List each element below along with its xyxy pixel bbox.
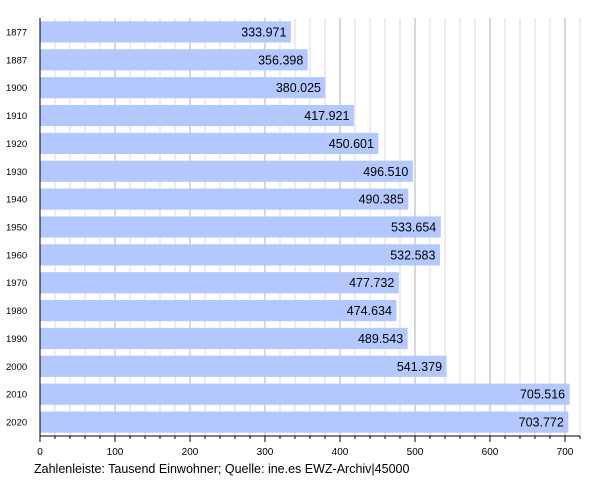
category-label-1887: 1887 xyxy=(6,55,27,66)
x-tick-label-300: 300 xyxy=(257,447,274,458)
data-label-1877: 333.971 xyxy=(241,25,286,39)
data-label-1950: 533.654 xyxy=(391,221,436,235)
axes: 1877 1887 1900 1910 1920 1930 1940 1950 1960 1970… xyxy=(6,18,581,458)
data-label-1920: 450.601 xyxy=(329,137,374,151)
bar-1930 xyxy=(40,160,413,182)
data-label-2000: 541.379 xyxy=(397,360,442,374)
category-label-1950: 1950 xyxy=(6,223,27,234)
category-label-1920: 1920 xyxy=(6,139,27,150)
category-label-1910: 1910 xyxy=(6,111,27,122)
bars xyxy=(40,21,570,433)
x-tick-label-100: 100 xyxy=(107,447,124,458)
category-label-2020: 2020 xyxy=(6,418,27,429)
data-label-1960: 532.583 xyxy=(390,248,435,262)
category-label-2000: 2000 xyxy=(6,362,27,373)
category-label-1930: 1930 xyxy=(6,167,27,178)
category-label-1900: 1900 xyxy=(6,83,27,94)
bar-1980 xyxy=(40,300,397,322)
data-label-1900: 380.025 xyxy=(276,81,321,95)
category-label-1990: 1990 xyxy=(6,334,27,345)
bar-1990 xyxy=(40,327,408,350)
data-labels: 333.971 356.398 380.025 417.921 450.601 496.5… xyxy=(241,25,565,429)
data-label-2010: 705.516 xyxy=(520,388,565,402)
bar-2020 xyxy=(40,411,569,433)
data-label-1940: 490.385 xyxy=(359,193,404,207)
bar-1900 xyxy=(40,77,326,99)
bar-2000 xyxy=(40,355,447,377)
bar-1950 xyxy=(40,216,441,238)
x-tick-label-400: 400 xyxy=(332,447,349,458)
x-tick-label-200: 200 xyxy=(182,447,199,458)
bar-1877 xyxy=(40,21,291,43)
category-label-1970: 1970 xyxy=(6,278,27,289)
chart-caption: Zahlenleiste: Tausend Einwohner; Quelle:… xyxy=(34,462,410,476)
data-label-2020: 703.772 xyxy=(519,416,564,430)
data-label-1930: 496.510 xyxy=(363,165,408,179)
bar-1960 xyxy=(40,244,440,266)
data-label-1990: 489.543 xyxy=(358,332,403,346)
bar-1887 xyxy=(40,49,308,71)
bar-1940 xyxy=(40,188,409,210)
bar-2010 xyxy=(40,383,570,405)
bar-chart: 333.971 356.398 380.025 417.921 450.601 496.5… xyxy=(6,18,581,458)
data-label-1970: 477.732 xyxy=(349,276,394,290)
category-label-2010: 2010 xyxy=(6,390,27,401)
category-label-1960: 1960 xyxy=(6,250,27,261)
bar-1970 xyxy=(40,272,399,294)
x-tick-label-0: 0 xyxy=(37,447,43,458)
category-label-1877: 1877 xyxy=(6,27,27,38)
x-tick-label-500: 500 xyxy=(407,447,424,458)
x-tick-label-700: 700 xyxy=(557,447,574,458)
data-label-1980: 474.634 xyxy=(347,304,392,318)
category-label-1940: 1940 xyxy=(6,195,27,206)
category-label-1980: 1980 xyxy=(6,306,27,317)
bar-1910 xyxy=(40,104,354,127)
x-tick-label-600: 600 xyxy=(482,447,499,458)
data-label-1910: 417.921 xyxy=(304,109,349,123)
data-label-1887: 356.398 xyxy=(258,53,303,67)
bar-1920 xyxy=(40,132,379,154)
